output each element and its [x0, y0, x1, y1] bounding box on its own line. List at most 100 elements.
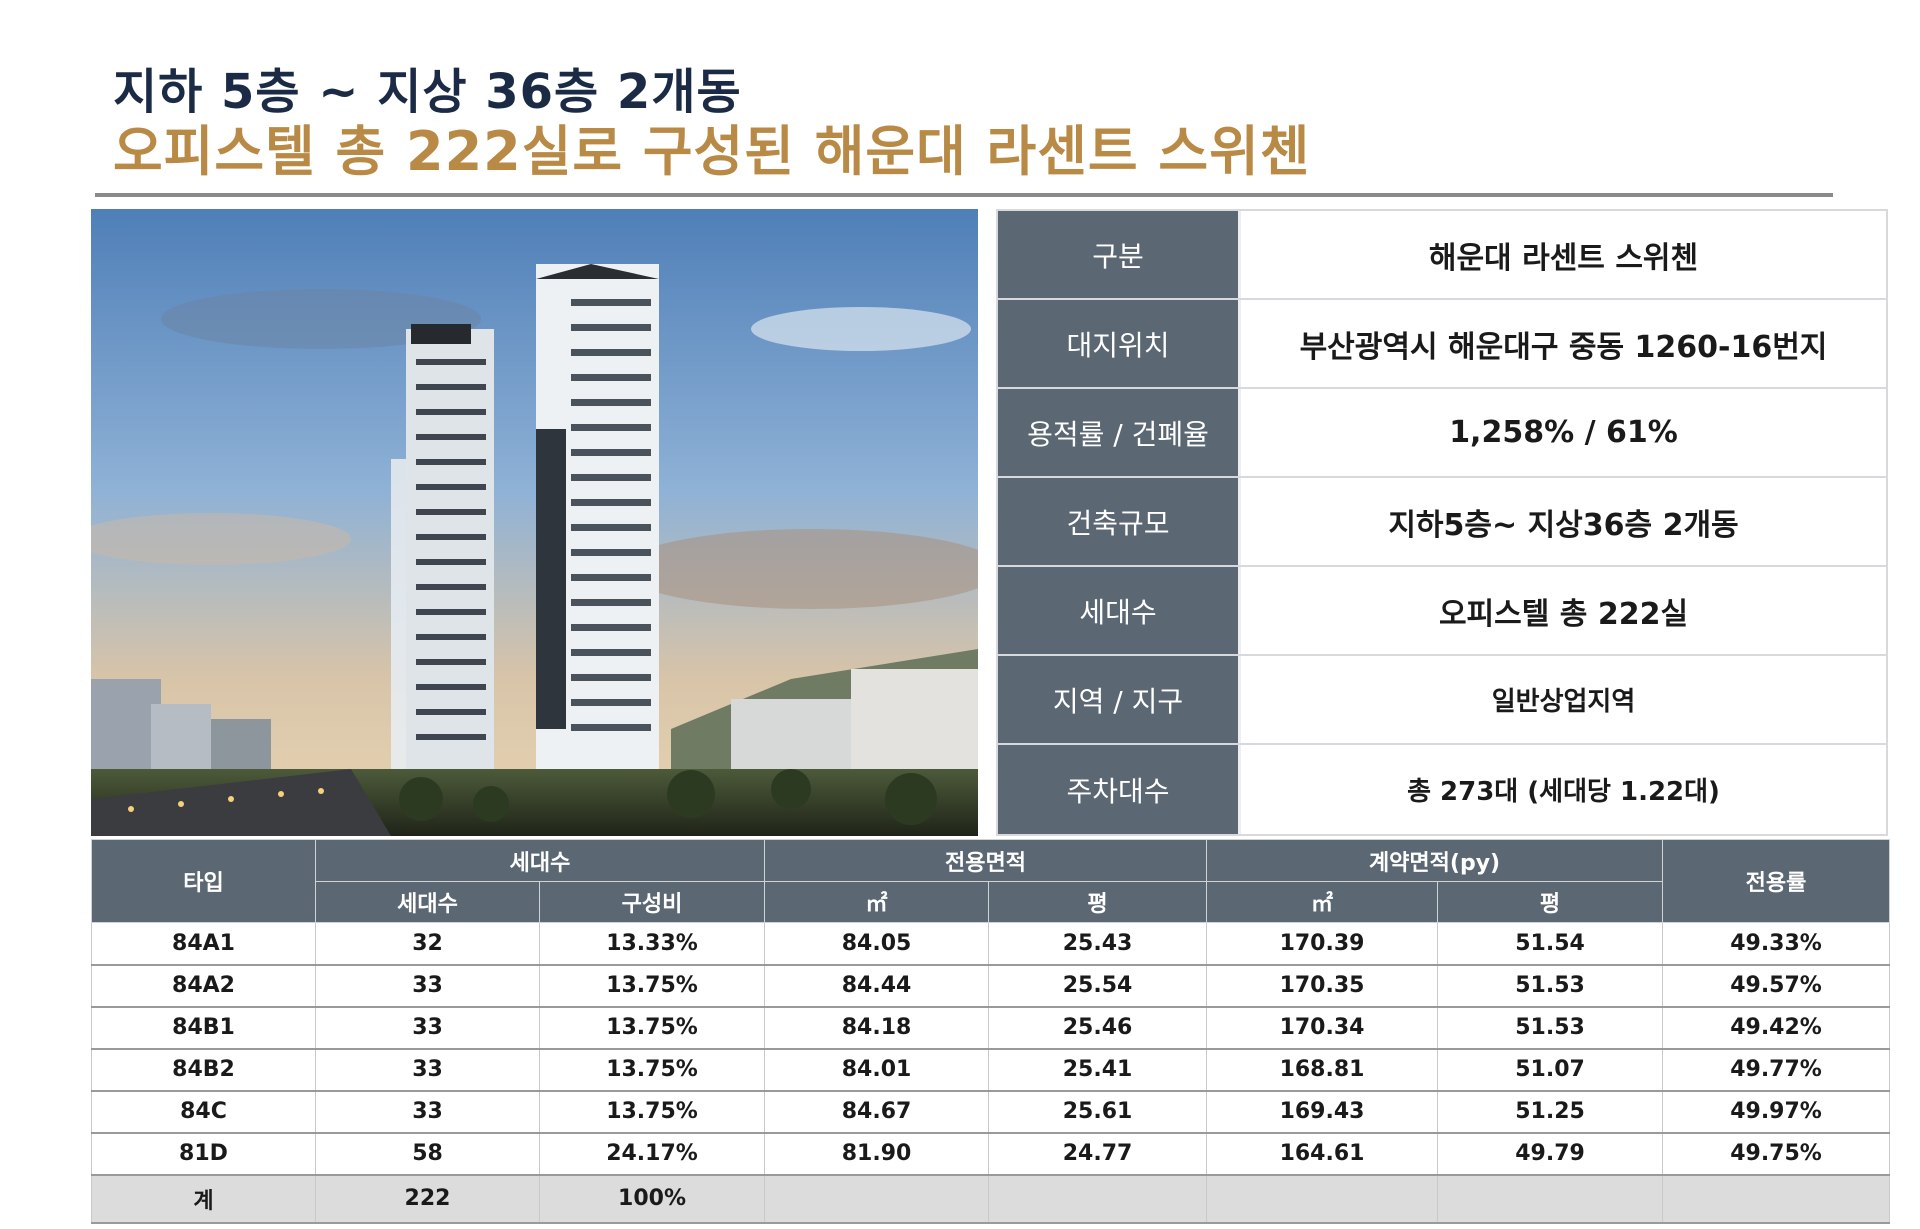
title-block: 지하 5층 ~ 지상 36층 2개동 오피스텔 총 222실로 구성된 해운대 …: [113, 62, 1310, 184]
cell-households: 33: [315, 1048, 540, 1092]
cell-contract-sqm: 169.43: [1206, 1090, 1439, 1134]
cell-efficiency: 49.77%: [1662, 1048, 1891, 1092]
info-value: 지하5층~ 지상36층 2개동: [1241, 478, 1886, 565]
total-empty: [1437, 1174, 1664, 1224]
total-empty: [764, 1174, 990, 1224]
header-households-count: 세대수: [315, 881, 540, 923]
cell-ratio: 13.75%: [538, 1090, 766, 1134]
cell-efficiency: 49.97%: [1662, 1090, 1891, 1134]
cell-households: 33: [315, 1090, 540, 1134]
info-value: 해운대 라센트 스위첸: [1241, 211, 1886, 298]
header-exclusive-sqm: ㎡: [764, 881, 990, 923]
total-empty: [1662, 1174, 1891, 1224]
table-row: 84A2 33 13.75% 84.44 25.54 170.35 51.53 …: [91, 964, 1891, 1008]
info-row-parking: 주차대수 총 273대 (세대당 1.22대): [998, 745, 1886, 834]
info-key: 주차대수: [998, 745, 1241, 834]
cell-type: 84A2: [91, 964, 316, 1008]
cell-ratio: 24.17%: [538, 1132, 766, 1176]
cell-households: 33: [315, 1006, 540, 1050]
cell-efficiency: 49.57%: [1662, 964, 1891, 1008]
cell-exclusive-pyeong: 25.61: [988, 1090, 1208, 1134]
info-value: 일반상업지역: [1241, 656, 1886, 743]
table-row: 84C 33 13.75% 84.67 25.61 169.43 51.25 4…: [91, 1090, 1891, 1134]
cell-efficiency: 49.33%: [1662, 922, 1891, 966]
total-row: 계 222 100%: [91, 1174, 1891, 1224]
title-line-2: 오피스텔 총 222실로 구성된 해운대 라센트 스위첸: [113, 120, 1311, 183]
cell-exclusive-pyeong: 25.41: [988, 1048, 1208, 1092]
cell-efficiency: 49.42%: [1662, 1006, 1891, 1050]
info-key: 용적률 / 건폐율: [998, 389, 1241, 476]
info-key: 지역 / 지구: [998, 656, 1241, 743]
info-key: 대지위치: [998, 300, 1241, 387]
info-row-location: 대지위치 부산광역시 해운대구 중동 1260-16번지: [998, 300, 1886, 389]
cell-households: 58: [315, 1132, 540, 1176]
cell-households: 32: [315, 922, 540, 966]
header-exclusive-area: 전용면적: [764, 839, 1208, 882]
header-exclusive-pyeong: 평: [988, 881, 1208, 923]
cell-exclusive-sqm: 84.18: [764, 1006, 990, 1050]
info-value: 1,258% / 61%: [1241, 389, 1886, 476]
cell-exclusive-sqm: 84.01: [764, 1048, 990, 1092]
cell-exclusive-sqm: 81.90: [764, 1132, 990, 1176]
title-line-1: 지하 5층 ~ 지상 36층 2개동: [113, 64, 742, 120]
header-households: 세대수: [314, 839, 766, 882]
table-row: 84B1 33 13.75% 84.18 25.46 170.34 51.53 …: [91, 1006, 1891, 1050]
cell-contract-pyeong: 51.53: [1437, 1006, 1664, 1050]
building-rendering-image: [91, 209, 978, 836]
cell-exclusive-pyeong: 25.54: [988, 964, 1208, 1008]
total-empty: [1206, 1174, 1439, 1224]
cell-efficiency: 49.75%: [1662, 1132, 1891, 1176]
cell-contract-pyeong: 51.25: [1437, 1090, 1664, 1134]
total-households: 222: [315, 1174, 540, 1224]
cell-contract-pyeong: 51.54: [1437, 922, 1664, 966]
title-divider: [95, 193, 1833, 197]
unit-type-table: 타입 세대수 전용면적 계약면적(py) 전용률 세대수 구성비 ㎡ 평 ㎡ 평…: [91, 839, 1891, 1224]
table-row: 84A1 32 13.33% 84.05 25.43 170.39 51.54 …: [91, 922, 1891, 966]
cell-contract-sqm: 168.81: [1206, 1048, 1439, 1092]
info-key: 구분: [998, 211, 1241, 298]
info-row-category: 구분 해운대 라센트 스위첸: [998, 211, 1886, 300]
cell-type: 84B2: [91, 1048, 316, 1092]
cell-ratio: 13.75%: [538, 1006, 766, 1050]
cell-type: 81D: [91, 1132, 316, 1176]
cell-contract-sqm: 170.35: [1206, 964, 1439, 1008]
cell-exclusive-pyeong: 24.77: [988, 1132, 1208, 1176]
total-ratio: 100%: [538, 1174, 766, 1224]
header-contract-sqm: ㎡: [1206, 881, 1439, 923]
header-contract-pyeong: 평: [1437, 881, 1664, 923]
cell-contract-sqm: 170.39: [1206, 922, 1439, 966]
info-row-units: 세대수 오피스텔 총 222실: [998, 567, 1886, 656]
project-info-table: 구분 해운대 라센트 스위첸 대지위치 부산광역시 해운대구 중동 1260-1…: [996, 209, 1888, 836]
table-row: 81D 58 24.17% 81.90 24.77 164.61 49.79 4…: [91, 1132, 1891, 1176]
cell-exclusive-sqm: 84.44: [764, 964, 990, 1008]
cell-exclusive-sqm: 84.05: [764, 922, 990, 966]
cell-contract-pyeong: 51.53: [1437, 964, 1664, 1008]
cell-type: 84A1: [91, 922, 316, 966]
cell-ratio: 13.33%: [538, 922, 766, 966]
info-row-scale: 건축규모 지하5층~ 지상36층 2개동: [998, 478, 1886, 567]
header-type: 타입: [91, 839, 316, 923]
info-key: 세대수: [998, 567, 1241, 654]
header-contract-area: 계약면적(py): [1206, 839, 1664, 882]
info-value: 총 273대 (세대당 1.22대): [1241, 745, 1886, 834]
cell-contract-pyeong: 51.07: [1437, 1048, 1664, 1092]
cell-type: 84B1: [91, 1006, 316, 1050]
table-row: 84B2 33 13.75% 84.01 25.41 168.81 51.07 …: [91, 1048, 1891, 1092]
cell-exclusive-sqm: 84.67: [764, 1090, 990, 1134]
header-efficiency: 전용률: [1662, 839, 1891, 923]
cell-exclusive-pyeong: 25.46: [988, 1006, 1208, 1050]
total-empty: [988, 1174, 1208, 1224]
info-value: 부산광역시 해운대구 중동 1260-16번지: [1241, 300, 1886, 387]
cell-contract-sqm: 164.61: [1206, 1132, 1439, 1176]
cell-exclusive-pyeong: 25.43: [988, 922, 1208, 966]
cell-contract-sqm: 170.34: [1206, 1006, 1439, 1050]
cell-ratio: 13.75%: [538, 964, 766, 1008]
total-label: 계: [91, 1174, 316, 1224]
cell-type: 84C: [91, 1090, 316, 1134]
info-value: 오피스텔 총 222실: [1241, 567, 1886, 654]
header-ratio: 구성비: [538, 881, 766, 923]
info-key: 건축규모: [998, 478, 1241, 565]
info-row-zone: 지역 / 지구 일반상업지역: [998, 656, 1886, 745]
cell-households: 33: [315, 964, 540, 1008]
cell-contract-pyeong: 49.79: [1437, 1132, 1664, 1176]
